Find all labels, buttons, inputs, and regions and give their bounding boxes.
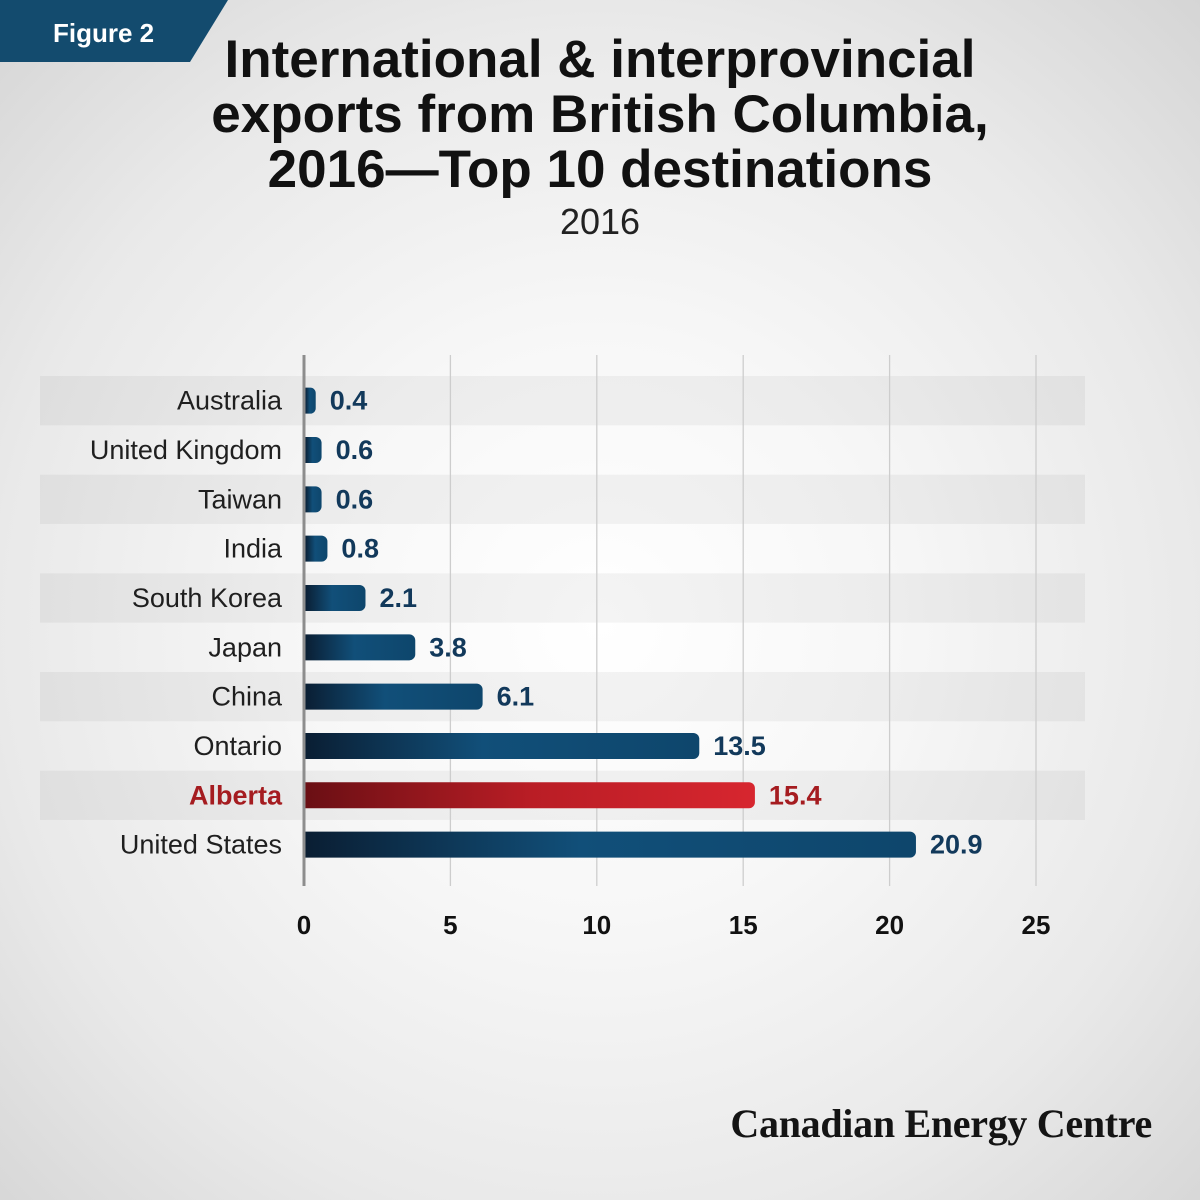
bar-ontario	[305, 732, 700, 759]
category-label-india: India	[223, 534, 283, 564]
bars	[305, 387, 916, 858]
value-label-alberta: 15.4	[769, 780, 822, 810]
bar-united-states	[305, 831, 916, 858]
row-band-taiwan	[40, 474, 1085, 524]
bar-south-korea	[305, 584, 366, 611]
brand-wordmark: Canadian Energy Centre	[730, 1101, 1152, 1146]
value-label-australia: 0.4	[330, 386, 368, 416]
bar-japan	[305, 634, 416, 661]
value-label-china: 6.1	[497, 682, 535, 712]
figure-label: Figure 2	[53, 18, 155, 48]
category-labels: Australia United Kingdom Taiwan India South …	[90, 386, 283, 860]
x-tick-label-15: 15	[729, 910, 758, 940]
figure-label-tab: Figure 2	[0, 0, 228, 62]
value-label-taiwan: 0.6	[336, 484, 374, 514]
x-tick-label-10: 10	[582, 910, 611, 940]
value-labels: 0.4 0.6 0.6 0.82.1 3.8 6.1 13.515.4 20.9	[330, 386, 983, 860]
category-label-south-korea: South Korea	[132, 583, 283, 613]
value-label-japan: 3.8	[429, 632, 467, 662]
value-label-united-states: 20.9	[930, 830, 983, 860]
bar-alberta	[305, 782, 755, 809]
category-label-united-states: United States	[120, 830, 282, 860]
bar-taiwan	[305, 486, 322, 513]
x-tick-label-0: 0	[297, 910, 311, 940]
value-label-ontario: 13.5	[713, 731, 766, 761]
category-label-australia: Australia	[177, 386, 283, 416]
x-tick-label-5: 5	[443, 910, 457, 940]
x-tick-label-25: 25	[1022, 910, 1051, 940]
value-label-united-kingdom: 0.6	[336, 435, 374, 465]
category-label-china: China	[211, 682, 283, 712]
category-label-taiwan: Taiwan	[198, 484, 282, 514]
value-label-india: 0.8	[341, 534, 379, 564]
row-band-south-korea	[40, 573, 1085, 623]
row-band-china	[40, 671, 1085, 722]
bar-australia	[305, 387, 316, 414]
category-label-alberta: Alberta	[189, 780, 283, 810]
x-tick-labels: 0 5 10 15 20 25	[297, 910, 1051, 940]
chart-title: International & interprovincial exports …	[211, 30, 989, 199]
bar-india	[305, 535, 328, 562]
category-label-japan: Japan	[208, 632, 282, 662]
bar-china	[305, 683, 483, 710]
bar-united-kingdom	[305, 436, 322, 463]
row-band-australia	[40, 376, 1085, 426]
chart-subtitle: 2016	[559, 201, 641, 242]
category-label-united-kingdom: United Kingdom	[90, 435, 282, 465]
value-label-south-korea: 2.1	[379, 583, 417, 613]
category-label-ontario: Ontario	[193, 731, 282, 761]
x-tick-label-20: 20	[875, 910, 904, 940]
bar-chart: Australia United Kingdom Taiwan India South …	[40, 355, 1085, 940]
